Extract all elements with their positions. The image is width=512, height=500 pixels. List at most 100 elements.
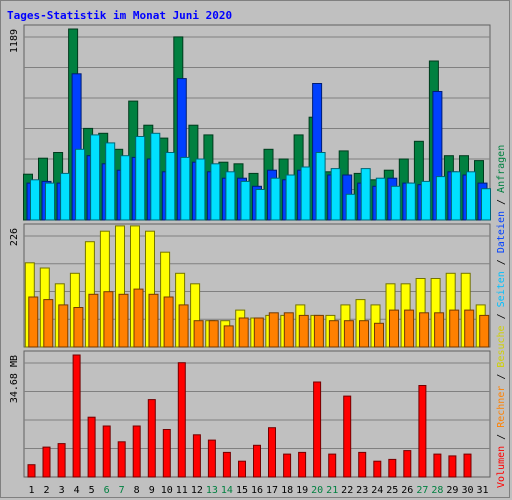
bar-rechner-2 bbox=[43, 299, 54, 348]
bar-rechner-1 bbox=[28, 296, 39, 348]
bar-rechner-30 bbox=[464, 309, 475, 348]
bar-seiten-19 bbox=[300, 166, 311, 221]
bar-seiten-20 bbox=[315, 152, 326, 221]
bar-rechner-25 bbox=[389, 309, 399, 348]
legend-item: Rechner bbox=[496, 386, 507, 428]
ymax-label-visits: 226 bbox=[9, 228, 20, 246]
x-tick-label: 2 bbox=[43, 485, 49, 496]
bar-volumen-1 bbox=[27, 464, 36, 478]
x-tick-label: 12 bbox=[191, 485, 203, 496]
bar-seiten-6 bbox=[105, 142, 116, 221]
bar-volumen-24 bbox=[373, 460, 382, 478]
x-tick-label: 3 bbox=[59, 485, 65, 496]
bar-volumen-3 bbox=[57, 443, 66, 478]
bar-rechner-28 bbox=[434, 312, 445, 348]
legend-item: / bbox=[496, 253, 507, 271]
bar-volumen-30 bbox=[463, 453, 472, 478]
x-tick-label: 28 bbox=[431, 485, 443, 496]
bar-volumen-6 bbox=[102, 425, 111, 478]
bar-rechner-26 bbox=[404, 309, 415, 348]
bar-volumen-13 bbox=[207, 439, 216, 478]
bar-volumen-18 bbox=[283, 453, 292, 478]
bar-seiten-21 bbox=[330, 168, 341, 221]
bar-rechner-15 bbox=[238, 317, 249, 348]
bar-volumen-7 bbox=[117, 441, 126, 478]
x-tick-label: 20 bbox=[311, 485, 323, 496]
x-tick-label: 18 bbox=[281, 485, 293, 496]
bar-volumen-19 bbox=[298, 451, 307, 478]
x-tick-label: 17 bbox=[266, 485, 278, 496]
bar-volumen-17 bbox=[268, 427, 276, 478]
legend-item: Seiten bbox=[496, 271, 507, 307]
x-tick-label: 29 bbox=[446, 485, 458, 496]
bar-rechner-14 bbox=[223, 325, 234, 348]
bar-volumen-23 bbox=[358, 451, 367, 478]
bar-rechner-21 bbox=[328, 320, 339, 348]
x-tick-label: 23 bbox=[356, 485, 368, 496]
bar-rechner-10 bbox=[163, 296, 174, 348]
bar-rechner-23 bbox=[359, 320, 369, 348]
ymax-label-requests: 1189 bbox=[9, 29, 20, 53]
bar-seiten-23 bbox=[360, 168, 371, 221]
bar-rechner-29 bbox=[449, 309, 460, 348]
x-tick-label: 22 bbox=[341, 485, 353, 496]
bar-seiten-13 bbox=[210, 163, 221, 221]
bar-seiten-15 bbox=[240, 180, 251, 221]
x-tick-label: 24 bbox=[371, 485, 383, 496]
bar-rechner-8 bbox=[133, 288, 144, 348]
bar-rechner-18 bbox=[283, 312, 294, 348]
bar-seiten-10 bbox=[165, 152, 176, 221]
bar-rechner-11 bbox=[178, 304, 189, 348]
bar-rechner-9 bbox=[148, 293, 159, 348]
bar-rechner-3 bbox=[58, 304, 69, 348]
bar-rechner-20 bbox=[313, 314, 324, 348]
legend-item: Dateien bbox=[496, 211, 507, 253]
bar-seiten-31 bbox=[481, 188, 491, 221]
x-tick-label: 16 bbox=[251, 485, 263, 496]
bar-rechner-22 bbox=[343, 320, 354, 348]
bar-rechner-5 bbox=[88, 293, 99, 348]
bar-seiten-29 bbox=[450, 171, 461, 221]
x-tick-label: 4 bbox=[74, 485, 80, 496]
x-tick-label: 15 bbox=[236, 485, 248, 496]
x-tick-label: 21 bbox=[326, 485, 338, 496]
bar-rechner-27 bbox=[419, 312, 430, 348]
bar-seiten-12 bbox=[195, 158, 206, 221]
x-tick-label: 10 bbox=[161, 485, 173, 496]
bar-volumen-27 bbox=[418, 385, 427, 478]
bar-rechner-19 bbox=[298, 314, 309, 348]
bar-seiten-1 bbox=[30, 179, 40, 221]
bar-seiten-26 bbox=[405, 182, 416, 221]
bar-volumen-14 bbox=[222, 451, 231, 478]
bar-volumen-5 bbox=[87, 416, 96, 478]
bar-seiten-27 bbox=[420, 180, 431, 221]
bar-volumen-16 bbox=[253, 444, 261, 478]
bar-rechner-7 bbox=[118, 293, 129, 348]
ymax-label-volume: 34.68 MB bbox=[9, 355, 20, 403]
legend-item: Volumen bbox=[496, 446, 507, 488]
bar-seiten-7 bbox=[120, 155, 131, 221]
bar-seiten-22 bbox=[345, 193, 356, 221]
x-tick-label: 30 bbox=[461, 485, 473, 496]
x-tick-label: 7 bbox=[119, 485, 125, 496]
bar-rechner-12 bbox=[193, 320, 204, 348]
bar-rechner-16 bbox=[253, 317, 264, 348]
x-tick-label: 13 bbox=[206, 485, 218, 496]
bar-seiten-2 bbox=[45, 182, 55, 221]
bar-volumen-25 bbox=[388, 458, 397, 478]
legend: Volumen / Rechner / Besuche / Seiten / D… bbox=[496, 145, 507, 488]
bar-volumen-26 bbox=[403, 450, 412, 478]
bar-seiten-25 bbox=[390, 185, 401, 221]
bar-volumen-4 bbox=[72, 354, 81, 478]
x-tick-label: 25 bbox=[386, 485, 398, 496]
bar-rechner-24 bbox=[374, 322, 384, 348]
legend-item: / bbox=[496, 368, 507, 386]
chart-title: Tages-Statistik im Monat Juni 2020 bbox=[7, 9, 233, 22]
x-tick-label: 11 bbox=[176, 485, 188, 496]
bar-volumen-11 bbox=[177, 362, 186, 478]
bar-seiten-16 bbox=[255, 189, 266, 221]
bar-seiten-8 bbox=[135, 136, 146, 221]
bar-seiten-4 bbox=[75, 148, 86, 221]
bar-volumen-12 bbox=[192, 434, 201, 478]
